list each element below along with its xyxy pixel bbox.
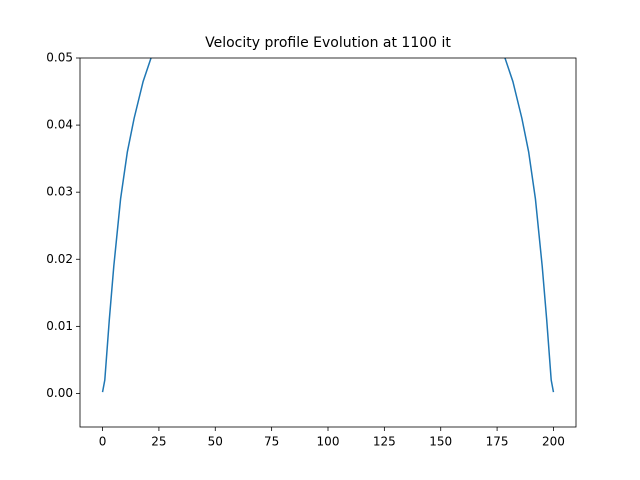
y-tick-label: 0.00 [46,386,73,400]
x-tick-label: 100 [317,435,340,449]
data-line [101,58,555,393]
y-tick-label: 0.02 [46,252,73,266]
y-tick-label: 0.04 [46,118,73,132]
x-tick-label: 125 [373,435,396,449]
x-tick-label: 0 [99,435,107,449]
x-tick-label: 200 [542,435,565,449]
x-tick-label: 25 [151,435,166,449]
y-tick-label: 0.05 [46,51,73,65]
x-tick-label: 175 [486,435,509,449]
chart-title: Velocity profile Evolution at 1100 it [205,35,451,51]
y-tick-label: 0.01 [46,319,73,333]
plot-area [101,58,555,393]
y-tick-label: 0.03 [46,185,73,199]
x-tick-label: 75 [264,435,279,449]
x-tick-label: 150 [429,435,452,449]
x-tick-label: 50 [208,435,223,449]
axes-frame [79,57,577,428]
